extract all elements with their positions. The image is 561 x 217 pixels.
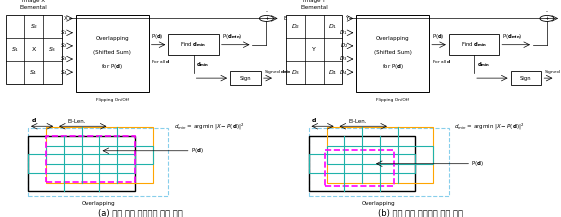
Text: $\mathbf{d}$: $\mathbf{d}$ [31,116,36,124]
Text: P($\mathbf{d_{min}}$): P($\mathbf{d_{min}}$) [502,32,523,41]
Text: $S_2$: $S_2$ [60,41,67,50]
Text: Sign: Sign [520,76,532,81]
Text: $\mathbf{d_{min}}$: $\mathbf{d_{min}}$ [196,60,210,69]
Bar [46,136,135,182]
Text: $S_1$: $S_1$ [11,45,19,54]
Text: Y: Y [312,47,316,52]
Bar [46,146,153,164]
Text: $S_1$: $S_1$ [59,28,67,37]
Text: -: - [546,9,548,14]
Bar [76,15,149,92]
Text: (a) 십자 형태 레퍼런스 예측 기법: (a) 십자 형태 레퍼런스 예측 기법 [98,208,183,217]
Text: $S_4$: $S_4$ [29,68,38,77]
Text: Flipping On/Off: Flipping On/Off [96,99,128,102]
Bar [168,34,219,55]
Text: for P($\mathbf{d}$): for P($\mathbf{d}$) [101,62,123,71]
Bar [309,136,415,191]
Bar [46,127,153,182]
Text: Elemental: Elemental [300,5,328,10]
Text: $D_2$: $D_2$ [291,22,300,31]
Text: Overlapping: Overlapping [95,36,129,41]
Text: (Shifted Sum): (Shifted Sum) [374,50,412,55]
Text: +: + [264,16,269,21]
Text: $S_4$: $S_4$ [59,68,67,77]
Bar [511,71,541,85]
Text: for P($\mathbf{d}$): for P($\mathbf{d}$) [381,62,404,71]
Bar [327,146,434,164]
Text: $D_1$: $D_1$ [339,28,348,37]
Text: $D_2$: $D_2$ [339,41,348,50]
Text: $\mathbf{d_{min}}$: $\mathbf{d_{min}}$ [477,60,490,69]
Text: Sign: Sign [240,76,251,81]
Text: Overlapping: Overlapping [376,36,410,41]
Text: P($\mathbf{d}$): P($\mathbf{d}$) [191,146,204,155]
Bar [230,71,261,85]
Text: EI-Len.: EI-Len. [348,119,367,124]
Text: P($\mathbf{d}$): P($\mathbf{d}$) [151,32,164,41]
Text: EI-Len.: EI-Len. [68,119,86,124]
Text: $D_3$: $D_3$ [291,68,300,77]
Text: $S_3$: $S_3$ [59,54,67,64]
Bar [286,15,342,84]
Text: P($\mathbf{d}$): P($\mathbf{d}$) [471,159,484,168]
Bar [356,15,429,92]
Text: Overlapping: Overlapping [81,201,115,206]
Bar [449,34,499,55]
Bar [28,128,168,196]
Text: X: X [63,16,67,21]
Bar [327,127,434,182]
Text: X: X [31,47,36,52]
Text: (Shifted Sum): (Shifted Sum) [93,50,131,55]
Bar [6,15,62,84]
Text: +: + [545,16,549,21]
Text: $D_3$: $D_3$ [339,54,348,64]
Text: $d_{min}$ = argmin $|X-P(\mathbf{d})|^2$: $d_{min}$ = argmin $|X-P(\mathbf{d})|^2$ [454,122,525,132]
Text: -: - [265,9,268,14]
Text: $\mathbf{d}$: $\mathbf{d}$ [311,116,317,124]
Text: E: E [283,16,287,21]
Text: Image X: Image X [22,0,45,3]
Text: Flipping On/Off: Flipping On/Off [376,99,409,102]
Text: $D_1$: $D_1$ [328,22,338,31]
Bar [309,128,449,196]
Text: $d_{min}$ = argmin $|X-P(\mathbf{d})|^2$: $d_{min}$ = argmin $|X-P(\mathbf{d})|^2$ [174,122,244,132]
Text: For all $\mathbf{d}$: For all $\mathbf{d}$ [432,58,452,65]
Bar [324,150,394,186]
Text: $S_2$: $S_2$ [30,22,38,31]
Text: $D_4$: $D_4$ [339,68,348,77]
Text: $S_3$: $S_3$ [48,45,57,54]
Text: Image Y: Image Y [303,0,325,3]
Text: (b) 대각 형태 레퍼런스 예측 기법: (b) 대각 형태 레퍼런스 예측 기법 [378,208,463,217]
Text: P($\mathbf{d}$): P($\mathbf{d}$) [432,32,444,41]
Text: Find $\mathbf{d_{min}}$: Find $\mathbf{d_{min}}$ [461,40,487,49]
Text: Y: Y [344,16,348,21]
Text: P($\mathbf{d_{min}}$): P($\mathbf{d_{min}}$) [222,32,242,41]
Text: Signed $\mathbf{d_{min}}$: Signed $\mathbf{d_{min}}$ [264,68,292,76]
Bar [309,155,415,173]
Text: Find $\mathbf{d_{min}}$: Find $\mathbf{d_{min}}$ [181,40,206,49]
Text: $D_4$: $D_4$ [328,68,338,77]
Bar [28,136,135,191]
Text: For all $\mathbf{d}$: For all $\mathbf{d}$ [151,58,171,65]
Bar [28,155,135,173]
Text: Overlapping: Overlapping [362,201,396,206]
Text: Signed $\mathbf{d_{min}}$: Signed $\mathbf{d_{min}}$ [544,68,561,76]
Text: Elemental: Elemental [20,5,48,10]
